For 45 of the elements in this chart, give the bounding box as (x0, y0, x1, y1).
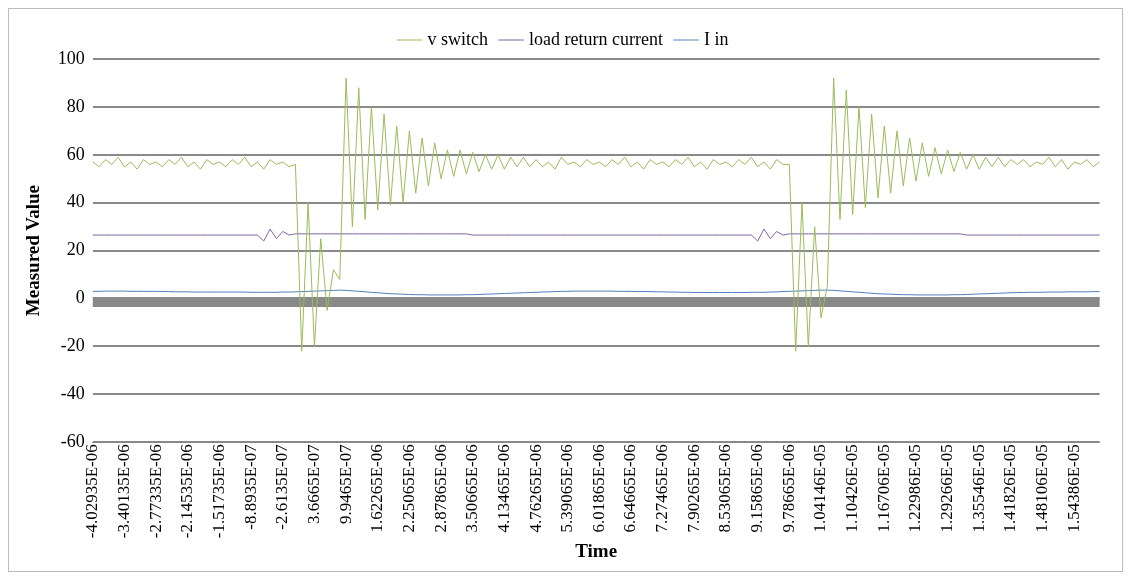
y-tick-label: -60 (60, 430, 85, 451)
x-tick-label: 1.41826E-05 (1000, 444, 1020, 533)
legend-label: load return current (529, 28, 663, 49)
x-tick-label: 1.04146E-05 (810, 444, 830, 533)
x-tick-label: 4.13465E-06 (493, 444, 513, 533)
y-axis-title: Measured Value (22, 185, 44, 317)
x-tick-label: 6.64665E-06 (620, 444, 640, 533)
y-tick-label: 60 (66, 143, 85, 164)
x-tick-label: 1.29266E-05 (937, 444, 957, 533)
x-tick-label: 3.50665E-06 (462, 444, 482, 533)
x-tick-label: -1.51735E-06 (208, 444, 228, 539)
x-tick-label: -2.77335E-06 (145, 444, 165, 539)
x-tick-label: -3.40135E-06 (113, 444, 133, 539)
x-tick-label: -8.8935E-07 (240, 443, 260, 530)
y-tick-label: 20 (66, 239, 85, 260)
x-tick-label: 4.76265E-06 (525, 444, 545, 533)
y-tick-label: 0 (75, 287, 85, 308)
y-tick-label: -40 (60, 383, 85, 404)
legend-label: v switch (427, 28, 489, 49)
x-tick-label: 1.10426E-05 (842, 444, 862, 533)
y-tick-label: -20 (60, 335, 85, 356)
x-tick-label: 1.22986E-05 (905, 444, 925, 533)
x-axis-title: Time (575, 539, 618, 561)
x-tick-label: 6.01865E-06 (588, 444, 608, 533)
x-tick-label: 1.48106E-05 (1032, 444, 1052, 533)
x-tick-label: 9.9465E-07 (335, 443, 355, 525)
x-tick-label: -2.14535E-06 (177, 444, 197, 539)
y-tick-label: 40 (66, 191, 85, 212)
x-tick-label: 7.27465E-06 (652, 444, 672, 533)
x-tick-label: 5.39065E-06 (557, 444, 577, 533)
x-tick-label: 1.62265E-06 (367, 444, 387, 533)
legend-label: I in (703, 28, 729, 49)
x-tick-label: 1.54386E-05 (1063, 444, 1083, 533)
x-tick-label: 2.87865E-06 (430, 444, 450, 533)
x-tick-label: 1.35546E-05 (968, 444, 988, 533)
x-tick-label: 9.15865E-06 (747, 444, 767, 533)
x-tick-label: 8.53065E-06 (715, 444, 735, 533)
x-tick-label: 9.78665E-06 (778, 444, 798, 533)
x-tick-label: 3.6665E-07 (303, 443, 323, 525)
y-tick-label: 80 (66, 95, 85, 116)
x-tick-label: 2.25065E-06 (398, 444, 418, 533)
y-tick-label: 100 (57, 47, 85, 68)
x-tick-label: 7.90265E-06 (683, 444, 703, 533)
x-tick-label: -2.6135E-07 (272, 443, 292, 530)
x-tick-label: 1.16706E-05 (873, 444, 893, 533)
